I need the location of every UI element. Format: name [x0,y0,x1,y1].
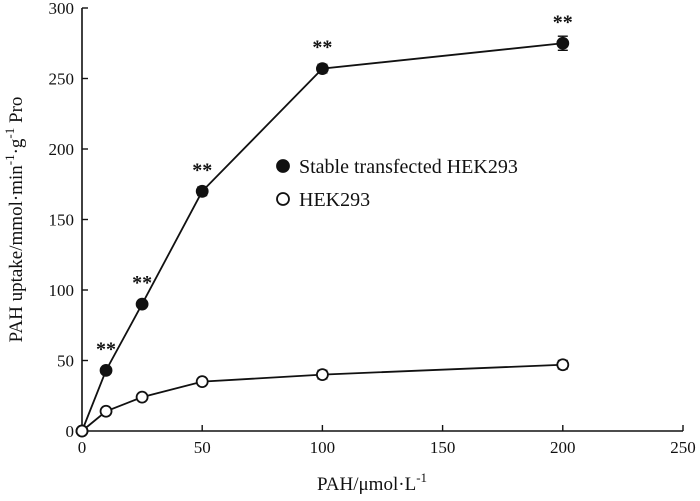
data-point [315,62,329,76]
data-point [195,184,209,198]
x-axis-ticks: 0 50 100 150 200 250 [78,425,696,457]
x-tick-label: 100 [310,438,336,457]
x-tick-label: 250 [670,438,696,457]
data-point [195,375,209,389]
significance-label: ** [132,272,152,294]
data-point [135,390,149,404]
legend: Stable transfected HEK293 HEK293 [276,156,518,211]
data-point [99,363,113,377]
significance-label: ** [192,159,212,181]
x-tick-label: 150 [430,438,456,457]
y-tick-label: 0 [66,422,75,441]
significance-label: ** [312,37,332,59]
y-axis-ticks: 0 50 100 150 200 250 300 [49,0,88,441]
series-2 [75,358,570,438]
data-point [556,36,570,50]
significance-label: ** [96,338,116,360]
y-tick-label: 200 [49,140,75,159]
axes [81,8,683,432]
legend-label: Stable transfected HEK293 [299,156,518,178]
legend-marker [276,192,290,206]
significance-label: ** [553,11,573,33]
y-tick-label: 150 [49,211,75,230]
x-tick-label: 200 [550,438,576,457]
legend-label: HEK293 [299,189,370,211]
series-line [81,42,563,432]
data-point [75,424,89,438]
annotations: ** ** ** ** ** [96,11,573,360]
data-point [135,297,149,311]
y-axis-label: PAH uptake/mmol·min-1·g-1 Pro [2,97,27,343]
y-tick-label: 100 [49,281,75,300]
x-tick-label: 0 [78,438,87,457]
series-layer [75,35,570,438]
x-axis-label: PAH/μmol·L-1 [317,470,427,495]
data-point [315,368,329,382]
x-tick-label: 50 [194,438,211,457]
data-point [556,358,570,372]
data-point [99,404,113,418]
y-tick-label: 300 [49,0,75,18]
y-tick-label: 50 [57,352,74,371]
legend-marker [276,159,290,173]
y-tick-label: 250 [49,70,75,89]
